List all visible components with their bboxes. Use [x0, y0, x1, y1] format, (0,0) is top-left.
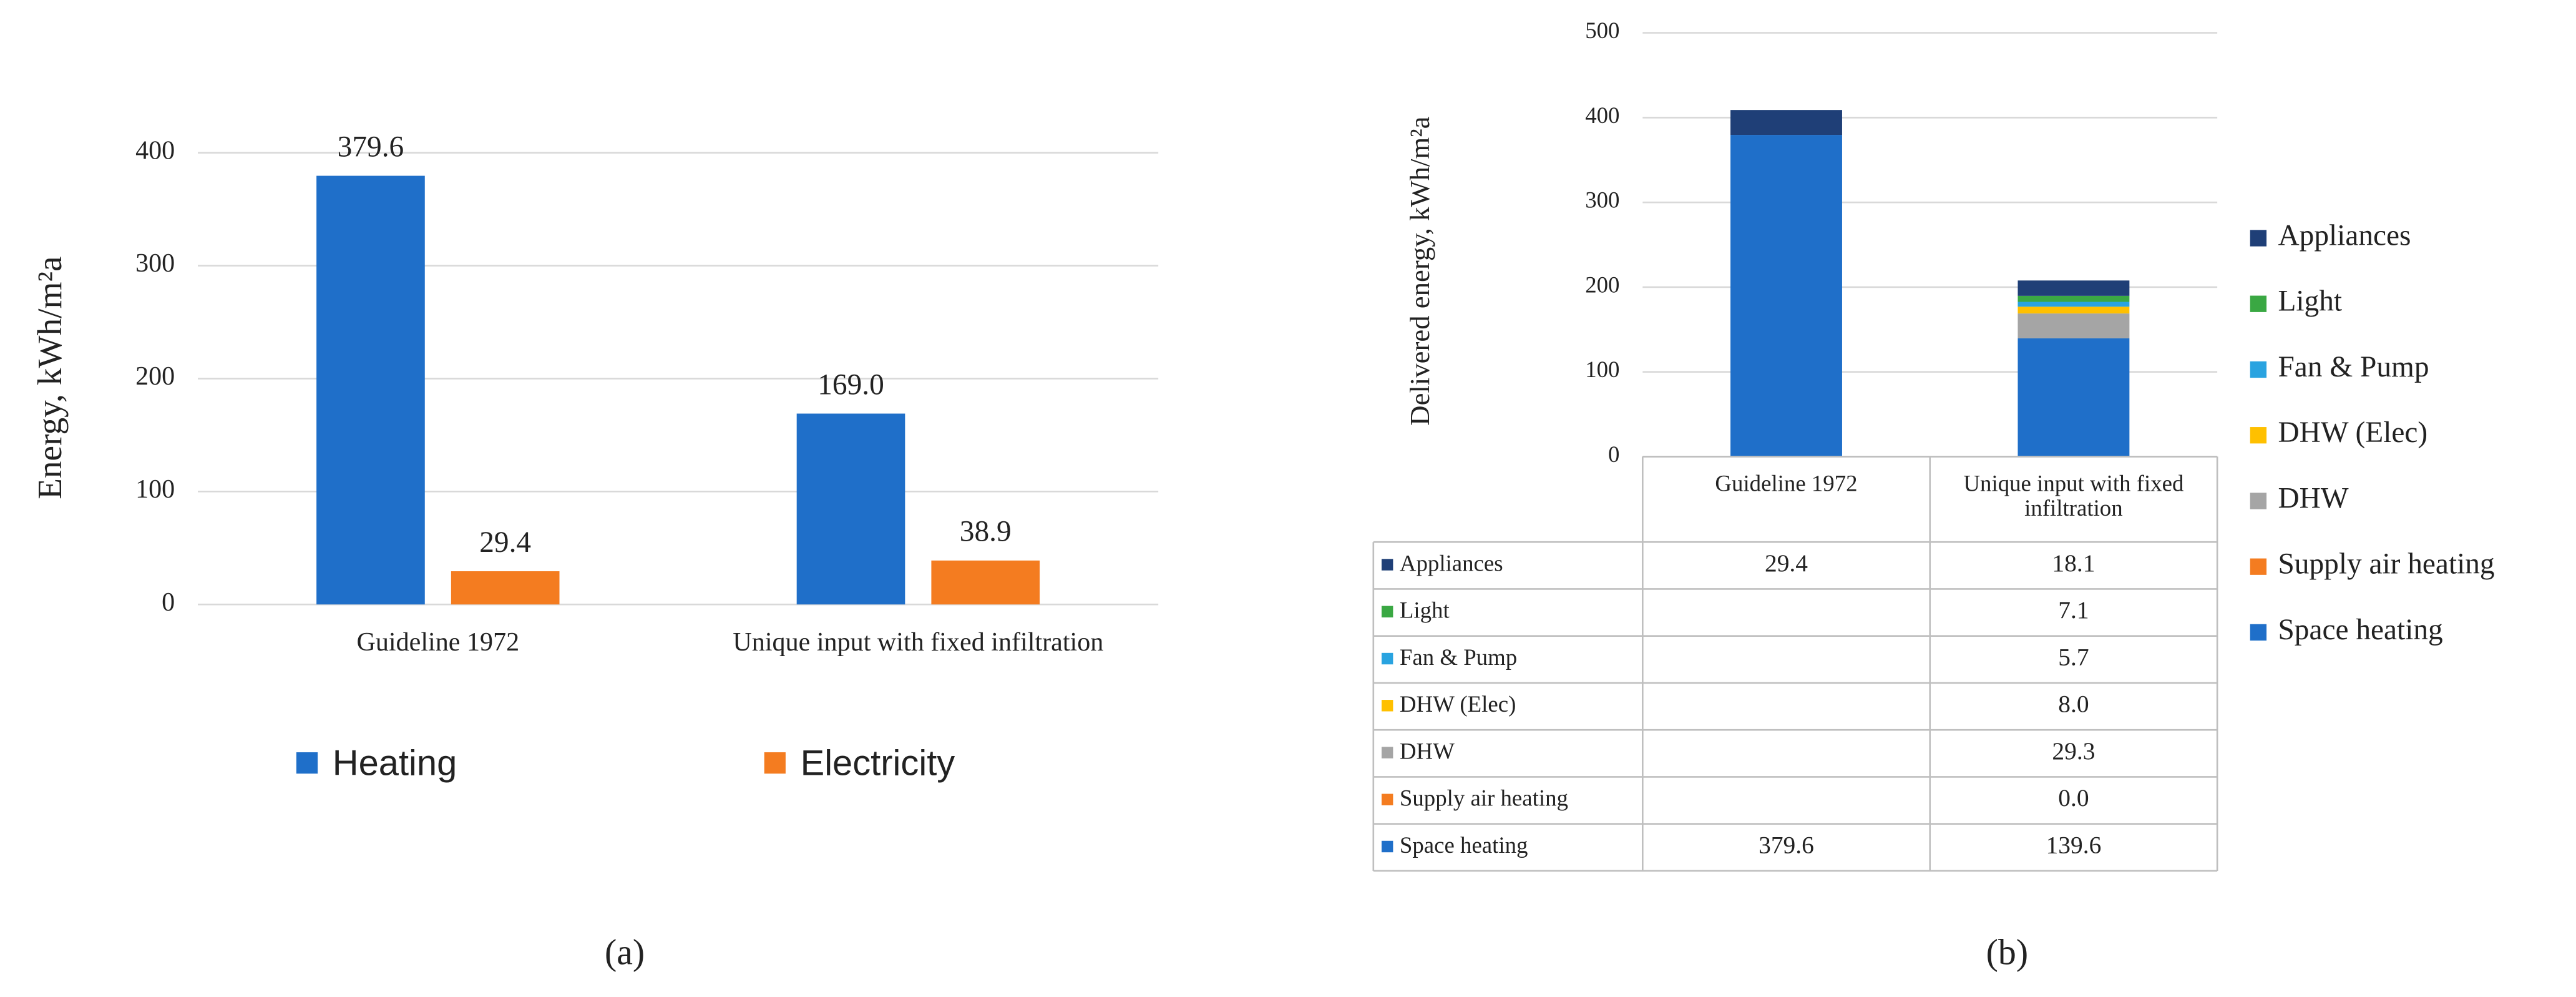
y-tick-label: 200: [1585, 272, 1619, 297]
table-swatch: [1381, 793, 1393, 805]
x-tick-label: Guideline 1972: [356, 629, 520, 657]
y-tick-label: 500: [1585, 17, 1619, 43]
bar-segment: [2017, 280, 2130, 296]
y-axis-title: Energy, kWh/m²a: [31, 256, 69, 499]
table-header: Unique input with fixed infiltration: [1963, 473, 2184, 523]
data-label: 169.0: [817, 368, 884, 401]
legend-swatch: [2250, 230, 2267, 247]
table-header: Guideline 1972: [1715, 473, 1858, 498]
legend-swatch: [2250, 624, 2267, 641]
bar-segment: [2017, 313, 2130, 338]
data-label: 38.9: [960, 516, 1012, 548]
y-tick-label: 100: [1585, 356, 1619, 382]
legend-swatch: [2250, 295, 2267, 312]
table-row-label: Space heating: [1400, 832, 1528, 858]
x-tick-label-box: Unique input with fixed infiltration: [733, 629, 1104, 657]
table-value: 8.0: [2058, 690, 2089, 718]
table-swatch: [1381, 747, 1393, 759]
y-tick-label: 100: [135, 474, 175, 504]
table-value: 29.4: [1765, 549, 1808, 577]
table-value: 0.0: [2058, 784, 2089, 812]
bar: [931, 560, 1040, 605]
table-value: 18.1: [2052, 549, 2095, 577]
bar-segment: [2017, 302, 2130, 307]
table-swatch: [1381, 559, 1393, 571]
bar-segment: [1730, 135, 1842, 457]
legend-label: DHW (Elec): [2278, 416, 2427, 449]
legend-swatch: [296, 752, 318, 774]
y-tick-label: 200: [135, 361, 175, 391]
caption: (a): [605, 932, 645, 973]
legend-label: Supply air heating: [2278, 548, 2494, 581]
table-value: 379.6: [1759, 831, 1814, 858]
legend-label: Heating: [333, 743, 457, 783]
table-value: 5.7: [2058, 643, 2089, 670]
bar-segment: [2017, 295, 2130, 302]
y-tick-label: 300: [1585, 187, 1619, 213]
x-tick-label: Unique input with fixed infiltration: [733, 629, 1104, 657]
table-swatch: [1381, 652, 1393, 665]
data-label: 379.6: [338, 130, 404, 163]
legend-label: Electricity: [801, 743, 955, 783]
y-tick-label: 0: [1608, 441, 1619, 467]
y-tick-label: 300: [135, 248, 175, 278]
table-header-box: Guideline 1972: [1715, 473, 1858, 498]
y-axis-title: Delivered energy, kWh/m²a: [1404, 116, 1435, 425]
legend-swatch: [2250, 427, 2267, 444]
legend-label: Space heating: [2278, 614, 2442, 646]
y-tick-label: 400: [1585, 102, 1619, 128]
table-header-box: Unique input with fixed infiltration: [1963, 473, 2184, 523]
bar: [316, 175, 425, 605]
legend-label: Appliances: [2278, 219, 2411, 252]
legend-label: Light: [2278, 285, 2342, 318]
legend-swatch: [2250, 558, 2267, 575]
legend-label: Fan & Pump: [2278, 351, 2429, 383]
bar-segment: [2017, 338, 2130, 457]
bar-segment: [1730, 110, 1842, 135]
table-swatch: [1381, 840, 1393, 853]
bar-segment: [2017, 307, 2130, 314]
data-label: 29.4: [479, 526, 531, 559]
legend-swatch: [2250, 361, 2267, 378]
legend-label: DHW: [2278, 482, 2348, 514]
table-row-label: Supply air heating: [1400, 785, 1568, 811]
table-row-label: DHW: [1400, 738, 1455, 764]
legend-swatch: [2250, 493, 2267, 509]
table-value: 7.1: [2058, 596, 2089, 624]
table-swatch: [1381, 700, 1393, 712]
table-value: 29.3: [2052, 737, 2095, 765]
table-value: 139.6: [2046, 831, 2102, 858]
x-tick-label-box: Guideline 1972: [356, 629, 520, 657]
caption: (b): [1986, 932, 2028, 973]
y-tick-label: 400: [135, 135, 175, 165]
table-row-label: Fan & Pump: [1400, 644, 1517, 670]
legend-swatch: [764, 752, 786, 774]
table-swatch: [1381, 606, 1393, 617]
bar: [451, 571, 560, 605]
table-row-label: DHW (Elec): [1400, 691, 1516, 717]
bar: [796, 413, 905, 605]
table-row-label: Light: [1400, 597, 1450, 623]
y-tick-label: 0: [162, 587, 175, 617]
table-row-label: Appliances: [1400, 550, 1503, 576]
